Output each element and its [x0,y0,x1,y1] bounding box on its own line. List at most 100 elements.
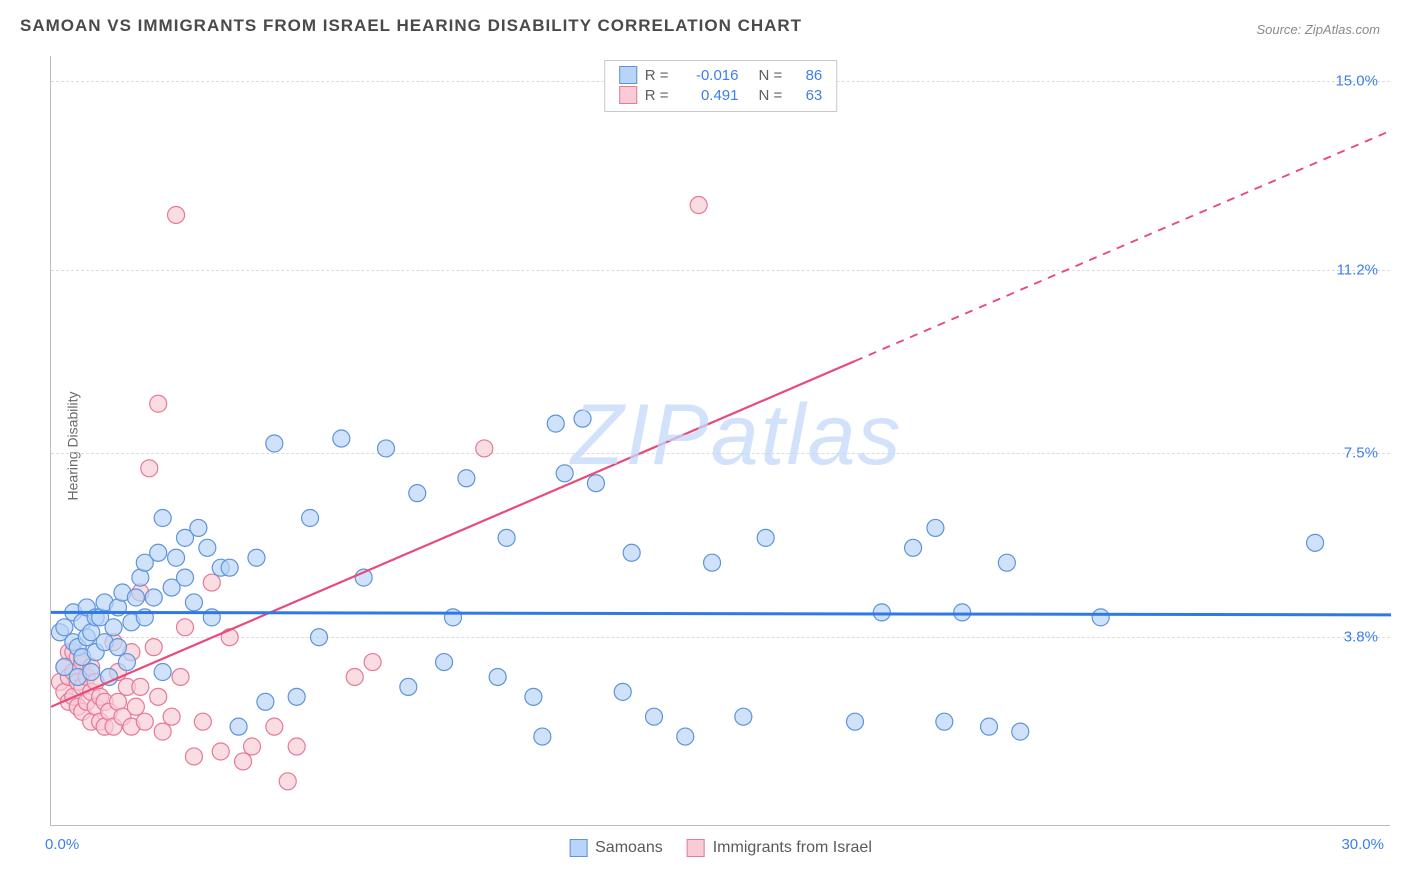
data-point [203,574,220,591]
data-point [172,668,189,685]
data-point [998,554,1015,571]
data-point [333,430,350,447]
data-point [177,569,194,586]
data-point [936,713,953,730]
data-point [690,197,707,214]
data-point [436,654,453,671]
data-point [525,688,542,705]
r-label: R = [645,67,669,84]
data-point [127,698,144,715]
data-point [873,604,890,621]
data-point [288,688,305,705]
data-point [266,718,283,735]
data-point [378,440,395,457]
data-point [83,664,100,681]
data-point [185,748,202,765]
data-point [311,629,328,646]
r-value-israel: 0.491 [677,87,739,104]
data-point [1092,609,1109,626]
data-point [127,589,144,606]
data-point [185,594,202,611]
trend-line-dashed [855,131,1391,362]
data-point [145,639,162,656]
data-point [136,713,153,730]
swatch-israel [687,839,705,857]
legend-item-israel: Immigrants from Israel [687,839,872,857]
data-point [757,529,774,546]
x-axis-min-label: 0.0% [45,836,79,853]
data-point [587,475,604,492]
n-label: N = [759,87,783,104]
legend-item-samoans: Samoans [569,839,663,857]
regression-legend: R = -0.016 N = 86 R = 0.491 N = 63 [604,60,838,112]
data-point [905,539,922,556]
data-point [735,708,752,725]
data-point [244,738,261,755]
n-value-samoans: 86 [790,67,822,84]
data-point [288,738,305,755]
r-value-samoans: -0.016 [677,67,739,84]
data-point [498,529,515,546]
n-value-israel: 63 [790,87,822,104]
data-point [534,728,551,745]
data-point [150,395,167,412]
data-point [302,510,319,527]
data-point [190,519,207,536]
data-point [489,668,506,685]
data-point [981,718,998,735]
data-point [646,708,663,725]
swatch-israel [619,86,637,104]
data-point [847,713,864,730]
data-point [235,753,252,770]
data-point [154,510,171,527]
data-point [230,718,247,735]
plot-area: 3.8%7.5%11.2%15.0% ZIPatlas R = -0.016 N… [50,56,1390,826]
data-point [221,559,238,576]
x-axis-max-label: 30.0% [1341,836,1384,853]
data-point [154,664,171,681]
source-attribution: Source: ZipAtlas.com [1256,22,1380,37]
data-point [168,549,185,566]
data-point [476,440,493,457]
regression-row-israel: R = 0.491 N = 63 [619,85,823,105]
data-point [704,554,721,571]
data-point [56,619,73,636]
data-point [409,485,426,502]
data-point [364,654,381,671]
r-label: R = [645,87,669,104]
data-point [574,410,591,427]
data-point [150,688,167,705]
data-point [154,723,171,740]
data-point [212,743,229,760]
data-point [1307,534,1324,551]
data-point [145,589,162,606]
data-point [141,460,158,477]
scatter-svg [51,56,1391,826]
data-point [346,668,363,685]
data-point [279,773,296,790]
data-point [177,619,194,636]
n-label: N = [759,67,783,84]
data-point [257,693,274,710]
data-point [105,619,122,636]
data-point [954,604,971,621]
regression-row-samoans: R = -0.016 N = 86 [619,65,823,85]
chart-title: SAMOAN VS IMMIGRANTS FROM ISRAEL HEARING… [20,16,802,36]
data-point [168,206,185,223]
data-point [623,544,640,561]
legend-label-samoans: Samoans [595,839,663,857]
data-point [927,519,944,536]
data-point [1012,723,1029,740]
data-point [221,629,238,646]
trend-line [51,361,855,707]
data-point [547,415,564,432]
data-point [199,539,216,556]
data-point [248,549,265,566]
data-point [445,609,462,626]
legend-label-israel: Immigrants from Israel [713,839,872,857]
series-legend: Samoans Immigrants from Israel [569,839,872,857]
swatch-samoans [569,839,587,857]
data-point [132,678,149,695]
data-point [194,713,211,730]
swatch-samoans [619,66,637,84]
